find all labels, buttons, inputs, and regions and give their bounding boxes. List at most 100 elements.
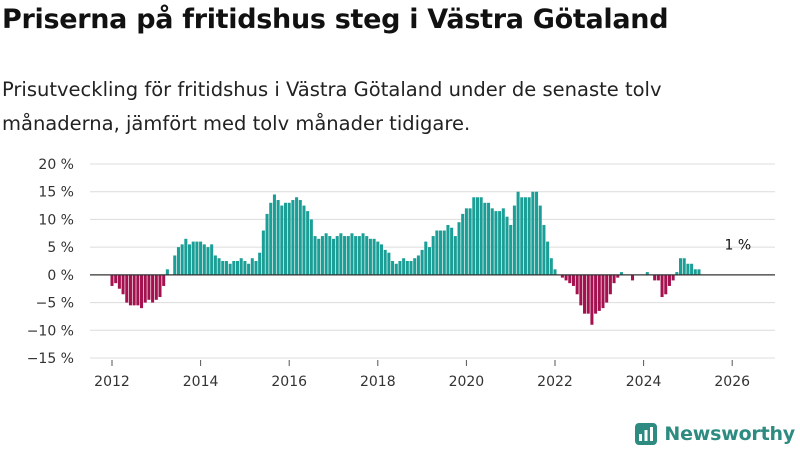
bar [590, 274, 594, 325]
bar [464, 208, 468, 275]
bar [158, 274, 162, 298]
bar [523, 197, 527, 275]
bar [520, 197, 524, 275]
bar [265, 213, 269, 275]
bar [350, 233, 354, 275]
x-tick-label: 2016 [271, 374, 307, 390]
brand-name: Newsworthy [664, 423, 795, 445]
bar [125, 274, 129, 303]
bar [457, 222, 461, 275]
chart-title: Priserna på fritidshus steg i Västra Göt… [2, 4, 669, 35]
bar [564, 274, 568, 281]
bar [372, 238, 376, 275]
bar [295, 197, 299, 275]
bar [391, 261, 395, 275]
bar [442, 230, 446, 275]
bar [376, 241, 380, 275]
bar [656, 274, 660, 281]
bar [206, 247, 210, 275]
bar [690, 263, 694, 275]
y-axis-ticks: −15 % −10 % −5 % 0 % 5 % 10 % 15 % 20 % [27, 157, 74, 367]
bar [409, 261, 413, 275]
bar [221, 261, 225, 275]
bar [697, 269, 701, 275]
bar [324, 233, 328, 275]
bar [512, 205, 516, 275]
bar [527, 197, 531, 275]
bar [280, 205, 284, 275]
bar [679, 258, 683, 275]
bar [346, 236, 350, 275]
y-tick-label: 10 % [38, 212, 74, 228]
bar [354, 236, 358, 275]
bar [213, 255, 217, 275]
x-tick-label: 2024 [626, 374, 662, 390]
bar [298, 200, 302, 275]
bar [317, 238, 321, 275]
bar [487, 202, 491, 275]
bar [114, 274, 118, 284]
bar [191, 241, 195, 275]
bar [254, 261, 258, 275]
bar [247, 263, 251, 275]
bar [453, 236, 457, 275]
bar [546, 241, 550, 275]
bar [483, 202, 487, 275]
bar [188, 244, 192, 275]
bar [671, 274, 675, 281]
bar [542, 224, 546, 275]
bar [132, 274, 136, 306]
bar [365, 236, 369, 275]
bar [306, 211, 310, 275]
bar [151, 274, 155, 303]
bar [398, 261, 402, 275]
bar [560, 274, 564, 278]
bar [571, 274, 575, 286]
y-tick-label: −10 % [27, 323, 74, 339]
bar [291, 200, 295, 275]
bar [180, 244, 184, 275]
bar [605, 274, 609, 303]
bar [147, 274, 151, 300]
bar [269, 202, 273, 275]
bar [431, 236, 435, 275]
bar [383, 249, 387, 275]
bar [210, 244, 214, 275]
bar [328, 236, 332, 275]
bar [549, 258, 553, 275]
bar [202, 244, 206, 275]
bar [258, 252, 262, 275]
bar [162, 274, 166, 286]
bar [461, 213, 465, 275]
bars [110, 191, 701, 325]
bar [239, 258, 243, 275]
bar [302, 205, 306, 275]
bar [531, 191, 535, 275]
bar [250, 258, 254, 275]
bar [516, 191, 520, 275]
bar [427, 247, 431, 275]
bar [535, 191, 539, 275]
bar [117, 274, 121, 289]
bar [173, 255, 177, 275]
bar [682, 258, 686, 275]
bar [435, 230, 439, 275]
bar [645, 272, 649, 275]
bar [420, 249, 424, 275]
bar [335, 236, 339, 275]
bar [368, 238, 372, 275]
bar [394, 263, 398, 275]
bar [505, 216, 509, 275]
bar [121, 274, 125, 295]
bar [228, 263, 232, 275]
y-tick-label: 15 % [38, 185, 74, 201]
bar [387, 252, 391, 275]
bar [660, 274, 664, 298]
bar [199, 241, 203, 275]
bar [601, 274, 605, 309]
bar [154, 274, 158, 300]
y-tick-label: 20 % [38, 157, 74, 173]
bar [494, 211, 498, 275]
x-tick-label: 2018 [360, 374, 396, 390]
bar [320, 236, 324, 275]
